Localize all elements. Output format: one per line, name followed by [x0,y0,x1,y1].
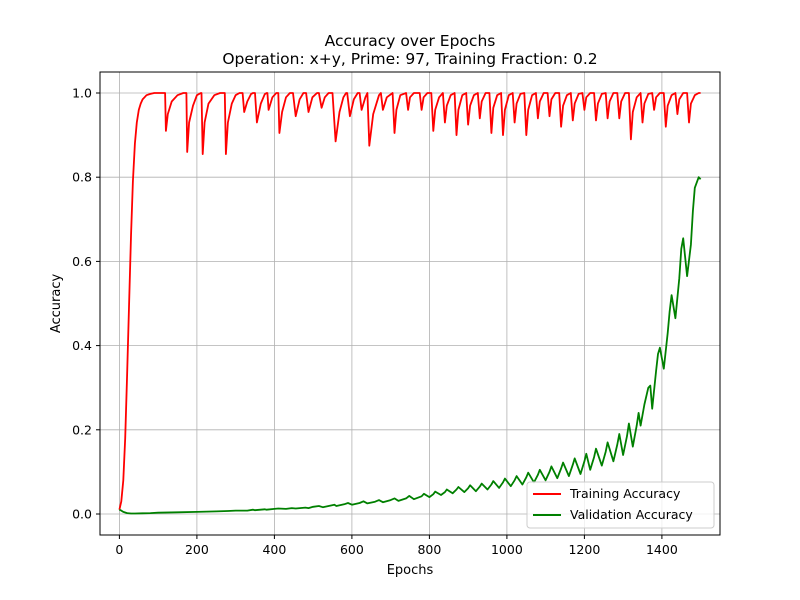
axis-ticks: 0 200 400 600 800 1000 1200 1400 0.0 0.2 0.4 0.6 0.8… [72,86,678,558]
chart-subtitle: Operation: x+y, Prime: 97, Training Frac… [222,50,597,68]
chart-title: Accuracy over Epochs [325,32,496,50]
legend: Training Accuracy Validation Accuracy [526,481,715,529]
x-tick-label: 0 [115,542,123,557]
y-tick-label: 0.8 [72,170,92,185]
legend-label-validation: Validation Accuracy [570,507,693,522]
y-tick-label: 0.0 [72,507,92,522]
x-tick-label: 200 [185,542,209,557]
legend-box [526,481,715,529]
y-axis-label: Accuracy [49,274,64,334]
plot-lines [118,92,702,515]
legend-label-training: Training Accuracy [569,486,681,501]
grid [100,72,720,535]
y-tick-label: 0.2 [72,422,92,437]
y-tick-label: 0.4 [72,338,92,353]
x-tick-label: 1400 [646,542,678,557]
x-axis-label: Epochs [387,563,434,578]
plot-frame [99,71,721,536]
x-tick-label: 1000 [491,542,523,557]
training-accuracy-line [118,92,701,510]
x-tick-label: 600 [340,542,364,557]
y-tick-label: 1.0 [72,86,92,101]
x-tick-label: 400 [262,542,286,557]
y-tick-label: 0.6 [72,254,92,269]
x-tick-label: 1200 [568,542,600,557]
x-tick-label: 800 [417,542,441,557]
validation-accuracy-line [119,176,702,515]
